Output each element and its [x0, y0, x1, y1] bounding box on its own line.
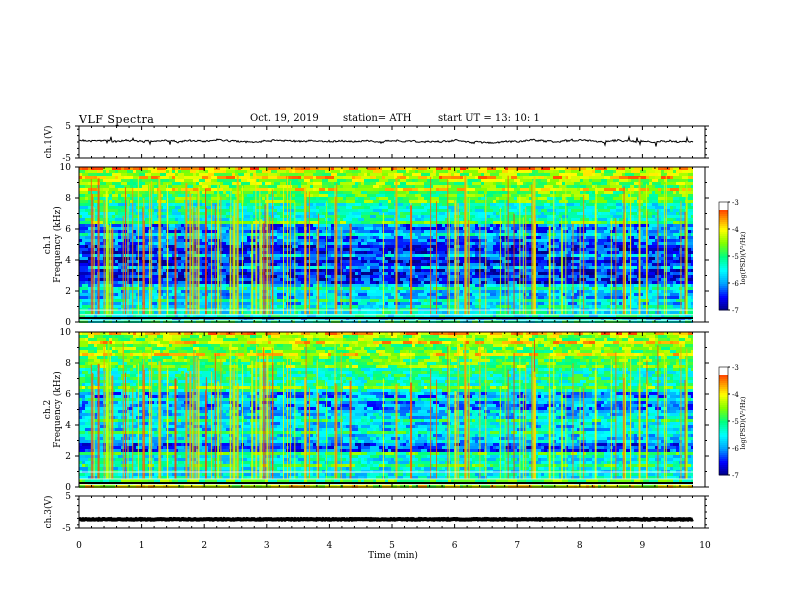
ch1-spectrogram-ytick-label: 8: [65, 194, 71, 204]
ch1-spectrogram-colorbar: -3 -4 -5 -6 -7 log(PSD)(V²/Hz): [718, 199, 747, 315]
ch1-spectrogram-ylabel: Frequency (kHz): [52, 206, 63, 283]
xtick-label: 8: [577, 541, 583, 551]
ch2-spectrogram-ytick-label: 2: [65, 452, 71, 462]
xtick-label: 2: [201, 541, 207, 551]
station-label: station= ATH: [343, 113, 412, 124]
ch1-voltage-ylabel: ch.1(V): [43, 126, 54, 159]
xtick-label: 9: [640, 541, 646, 551]
ch2-spectrogram: [79, 332, 705, 488]
ch2-spectrogram-channel-label: ch.2: [43, 400, 53, 419]
ch1-voltage-frame: [78, 125, 706, 159]
ch3-voltage-ylabel: ch.3(V): [43, 496, 54, 529]
ch1-spectrogram-colorbar-tick-label: -7: [732, 307, 739, 315]
ch1-spectrogram: [79, 167, 705, 323]
ch3-voltage-frame: [78, 495, 706, 529]
ch1-spectrogram-colorbar-tick-label: -6: [732, 280, 739, 288]
ch3-voltage-ytick-label: 5: [65, 492, 71, 502]
xtick-label: 4: [327, 541, 333, 551]
ch1-spectrogram-ytick-label: 10: [60, 163, 72, 173]
ch2-spectrogram-colorbar-tick-label: -4: [732, 391, 739, 399]
ch1-spectrogram-ytick-label: 0: [65, 318, 71, 328]
ch3-voltage-ytick-label: -5: [62, 524, 71, 534]
ch1-spectrogram-ytick-label: 2: [65, 287, 71, 297]
ch1-spectrogram-colorbar-label: log(PSD)(V²/Hz): [739, 231, 747, 284]
ch1-spectrogram-channel-label: ch.1: [43, 235, 53, 254]
ch2-spectrogram-ytick-label: 4: [65, 421, 71, 431]
xtick-label: 3: [264, 541, 270, 551]
ch1-spectrogram-colorbar-tick-label: -5: [732, 253, 739, 261]
xtick-label: 10: [699, 541, 711, 551]
xtick-label: 1: [139, 541, 145, 551]
ch2-spectrogram-colorbar-label: log(PSD)(V²/Hz): [739, 396, 747, 449]
ch2-spectrogram-baseline: [79, 482, 693, 484]
xtick-label: 0: [76, 541, 82, 551]
start-ut-label: start UT = 13: 10: 1: [438, 113, 540, 124]
figure-title: VLF Spectra: [79, 113, 155, 126]
ch3-voltage-trace: [78, 516, 694, 523]
xtick-label: 6: [452, 541, 458, 551]
xtick-label: 7: [514, 541, 520, 551]
xtick-label: 5: [389, 541, 395, 551]
ch1-voltage-trace: [78, 135, 694, 147]
ch2-spectrogram-ytick-label: 10: [60, 328, 72, 338]
ch2-spectrogram-ylabel: Frequency (kHz): [52, 371, 63, 448]
ch1-spectrogram-ytick-label: 4: [65, 256, 71, 266]
ch2-spectrogram-colorbar-tick-label: -5: [732, 418, 739, 426]
ch1-spectrogram-colorbar-tick-label: -4: [732, 226, 739, 234]
ch1-voltage-ytick-label: -5: [62, 154, 71, 164]
ch2-spectrogram-ytick-label: 6: [65, 390, 71, 400]
ch2-spectrogram-colorbar: -3 -4 -5 -6 -7 log(PSD)(V²/Hz): [718, 364, 747, 480]
ch2-spectrogram-colorbar-tick-label: -7: [732, 472, 739, 480]
ch2-spectrogram-ytick-label: 0: [65, 483, 71, 493]
date-label: Oct. 19, 2019: [250, 113, 319, 124]
xaxis-label: Time (min): [368, 550, 418, 561]
ch2-spectrogram-colorbar-tick-label: -6: [732, 445, 739, 453]
ch1-spectrogram-baseline: [79, 317, 693, 319]
ch2-spectrogram-ytick-label: 8: [65, 359, 71, 369]
ch1-spectrogram-colorbar-tick-label: -3: [732, 199, 739, 207]
ch1-spectrogram-ytick-label: 6: [65, 225, 71, 235]
ch2-spectrogram-colorbar-tick-label: -3: [732, 364, 739, 372]
ch1-voltage-ytick-label: 5: [65, 122, 71, 132]
